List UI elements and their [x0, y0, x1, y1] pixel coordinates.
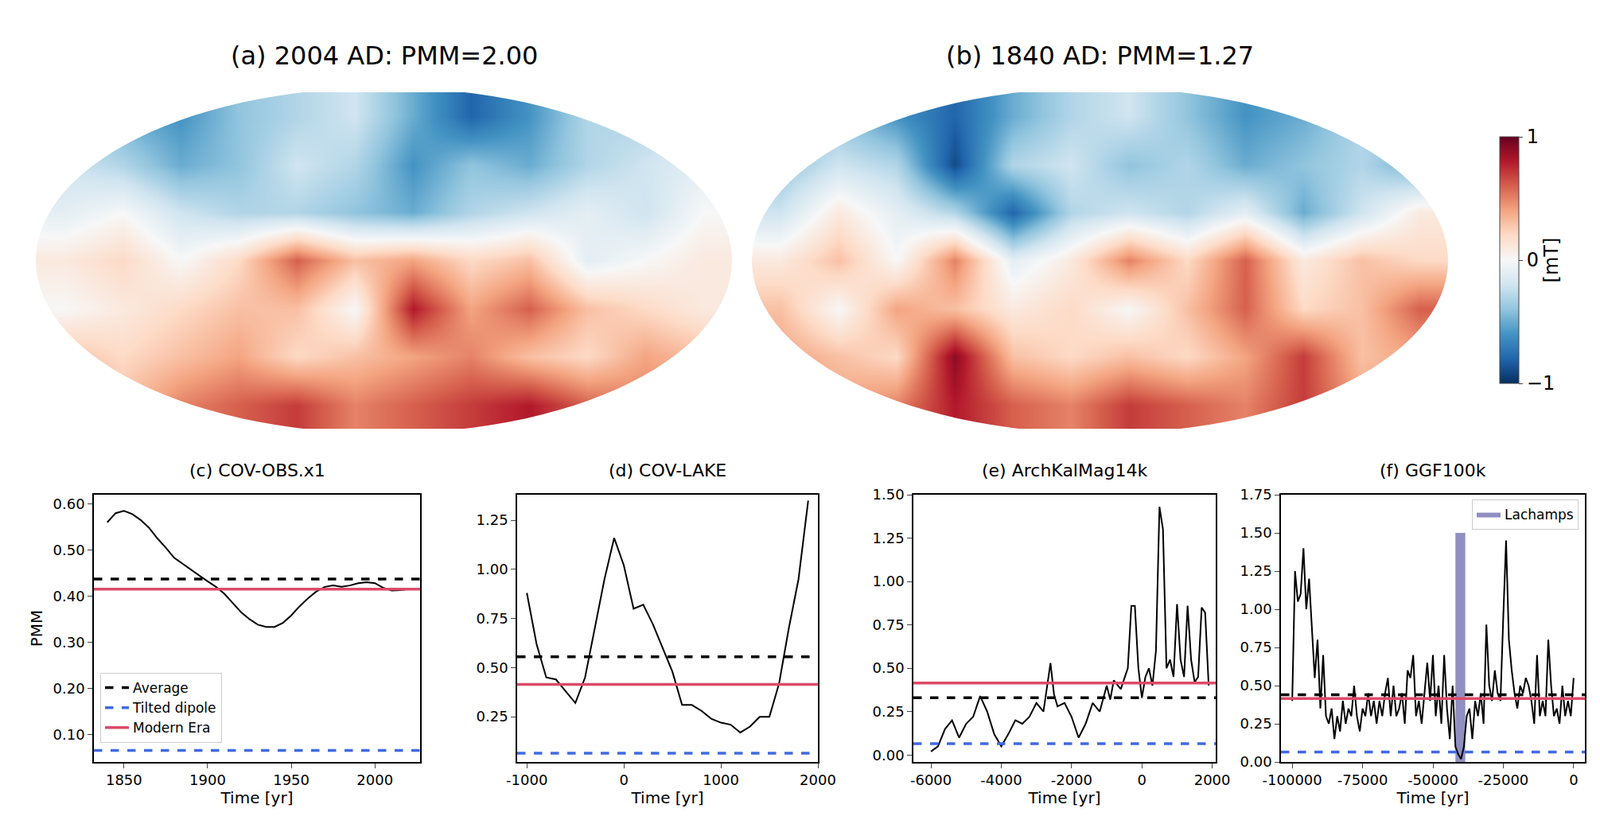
svg-text:1900: 1900: [189, 771, 226, 789]
svg-text:1000: 1000: [702, 771, 740, 789]
svg-text:1.50: 1.50: [872, 486, 905, 503]
svg-text:-100000: -100000: [1262, 771, 1323, 789]
svg-text:2000: 2000: [356, 771, 394, 789]
svg-text:0.75: 0.75: [872, 616, 905, 634]
svg-text:-50000: -50000: [1407, 771, 1459, 789]
svg-text:0.25: 0.25: [872, 703, 905, 721]
svg-text:Time [yr]: Time [yr]: [1396, 788, 1470, 808]
svg-text:1.00: 1.00: [476, 560, 509, 578]
svg-text:0.50: 0.50: [53, 541, 86, 559]
svg-text:2000: 2000: [1194, 771, 1231, 789]
svg-text:0.75: 0.75: [1240, 638, 1273, 656]
svg-text:0.25: 0.25: [1240, 715, 1273, 732]
svg-text:1.50: 1.50: [1240, 524, 1273, 542]
svg-text:-1000: -1000: [506, 771, 548, 789]
svg-text:-2000: -2000: [1051, 771, 1093, 789]
svg-text:-6000: -6000: [910, 771, 952, 789]
svg-text:0.00: 0.00: [872, 747, 905, 764]
svg-text:Time [yr]: Time [yr]: [630, 788, 705, 808]
svg-text:(b) 1840 AD: PMM=1.27: (b) 1840 AD: PMM=1.27: [945, 40, 1254, 71]
svg-text:PMM: PMM: [27, 610, 47, 648]
svg-text:(c) COV-OBS.x1: (c) COV-OBS.x1: [189, 460, 326, 481]
svg-text:(e) ArchKalMag14k: (e) ArchKalMag14k: [981, 460, 1148, 481]
svg-text:0.50: 0.50: [1240, 677, 1273, 694]
svg-text:Time [yr]: Time [yr]: [1027, 788, 1102, 808]
svg-text:0.40: 0.40: [53, 587, 86, 605]
svg-text:0.50: 0.50: [872, 659, 905, 677]
svg-text:(d) COV-LAKE: (d) COV-LAKE: [608, 460, 727, 481]
svg-text:1.25: 1.25: [872, 529, 905, 547]
svg-text:0: 0: [1136, 771, 1146, 789]
svg-text:0: 0: [1526, 249, 1539, 272]
svg-text:0.30: 0.30: [53, 634, 86, 651]
svg-text:(a) 2004 AD: PMM=2.00: (a) 2004 AD: PMM=2.00: [230, 40, 538, 71]
svg-text:Tilted dipole: Tilted dipole: [132, 700, 217, 717]
svg-text:0: 0: [618, 771, 628, 789]
svg-text:0.60: 0.60: [53, 495, 86, 513]
svg-text:-25000: -25000: [1478, 771, 1530, 789]
svg-text:-75000: -75000: [1337, 771, 1389, 789]
svg-text:-4000: -4000: [980, 771, 1022, 789]
svg-text:0.10: 0.10: [53, 726, 86, 744]
svg-text:0.75: 0.75: [476, 610, 509, 627]
svg-text:1.25: 1.25: [476, 511, 509, 529]
svg-text:[mT]: [mT]: [1540, 237, 1563, 284]
svg-text:(f) GGF100k: (f) GGF100k: [1379, 460, 1487, 481]
svg-text:Lachamps: Lachamps: [1504, 506, 1574, 523]
svg-text:2000: 2000: [799, 771, 837, 789]
svg-text:0.00: 0.00: [1240, 753, 1273, 771]
svg-text:1.25: 1.25: [1240, 562, 1273, 580]
svg-text:1.00: 1.00: [1240, 600, 1273, 618]
svg-text:0: 0: [1568, 771, 1578, 789]
svg-text:0.20: 0.20: [53, 680, 86, 697]
svg-text:0.25: 0.25: [476, 708, 509, 725]
svg-text:Average: Average: [132, 680, 189, 697]
svg-text:1.75: 1.75: [1240, 486, 1273, 503]
svg-text:1850: 1850: [105, 771, 143, 789]
svg-text:1950: 1950: [272, 771, 310, 789]
svg-text:1: 1: [1526, 125, 1539, 148]
svg-text:Time [yr]: Time [yr]: [220, 788, 294, 808]
svg-text:1.00: 1.00: [872, 572, 905, 590]
svg-text:0.50: 0.50: [476, 659, 509, 677]
svg-text:−1: −1: [1526, 372, 1555, 395]
svg-text:Modern Era: Modern Era: [132, 720, 211, 736]
